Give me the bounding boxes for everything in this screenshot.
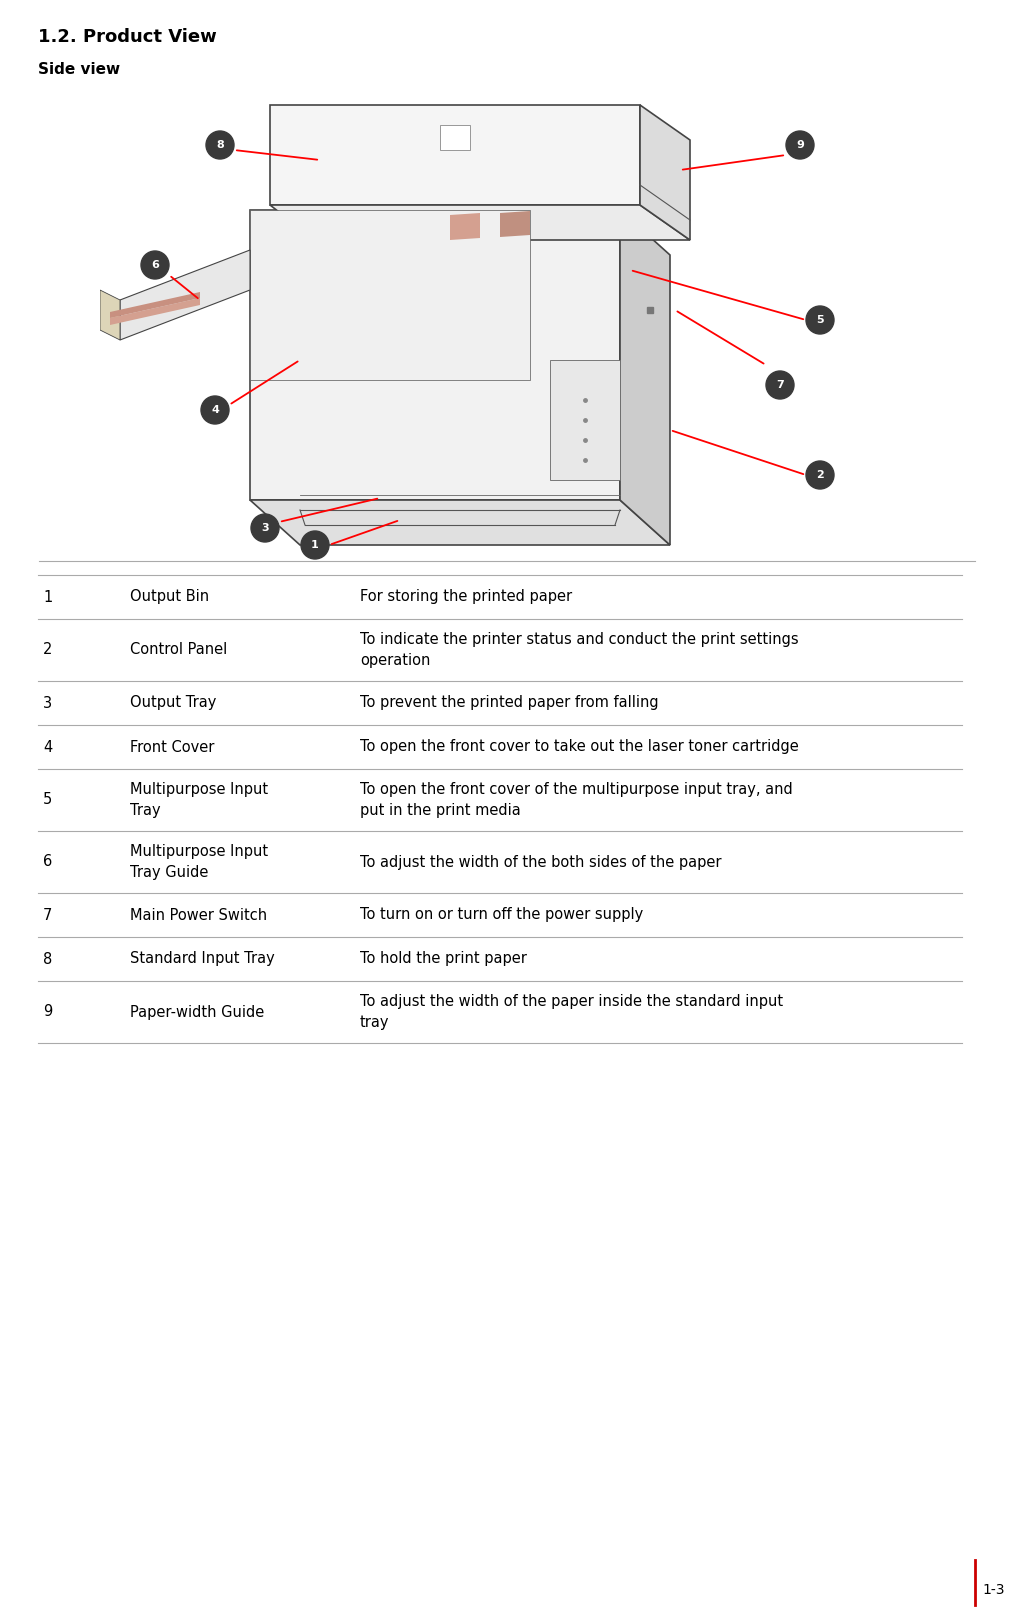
Text: To adjust the width of the both sides of the paper: To adjust the width of the both sides of… bbox=[360, 854, 722, 870]
Text: Paper-width Guide: Paper-width Guide bbox=[130, 1005, 265, 1020]
Text: To prevent the printed paper from falling: To prevent the printed paper from fallin… bbox=[360, 696, 659, 710]
Text: 5: 5 bbox=[43, 793, 53, 807]
Circle shape bbox=[141, 251, 169, 279]
Text: Side view: Side view bbox=[38, 61, 120, 77]
Text: 3: 3 bbox=[262, 524, 269, 533]
Text: To hold the print paper: To hold the print paper bbox=[360, 952, 527, 967]
Text: 7: 7 bbox=[776, 380, 784, 390]
Text: 6: 6 bbox=[43, 854, 53, 870]
Text: Control Panel: Control Panel bbox=[130, 643, 227, 657]
Circle shape bbox=[301, 532, 329, 559]
Text: Output Tray: Output Tray bbox=[130, 696, 216, 710]
Polygon shape bbox=[120, 250, 250, 340]
Polygon shape bbox=[640, 105, 690, 240]
Text: Multipurpose Input
Tray Guide: Multipurpose Input Tray Guide bbox=[130, 844, 268, 880]
Polygon shape bbox=[450, 213, 480, 240]
Text: 1-3: 1-3 bbox=[983, 1584, 1005, 1597]
Text: 8: 8 bbox=[43, 952, 53, 967]
Text: 8: 8 bbox=[216, 140, 224, 150]
Text: 5: 5 bbox=[816, 316, 823, 325]
Text: 4: 4 bbox=[43, 739, 53, 754]
Polygon shape bbox=[250, 499, 670, 545]
Text: 1.2. Product View: 1.2. Product View bbox=[38, 27, 217, 47]
Text: 4: 4 bbox=[211, 404, 219, 416]
Text: 7: 7 bbox=[43, 907, 53, 923]
Text: 6: 6 bbox=[151, 259, 159, 271]
Text: 9: 9 bbox=[796, 140, 804, 150]
Text: Output Bin: Output Bin bbox=[130, 590, 209, 604]
Text: 1: 1 bbox=[43, 590, 53, 604]
Polygon shape bbox=[270, 105, 640, 205]
Text: 2: 2 bbox=[43, 643, 53, 657]
Polygon shape bbox=[500, 211, 530, 237]
Text: 1: 1 bbox=[311, 540, 318, 549]
Polygon shape bbox=[110, 298, 200, 325]
Text: To open the front cover to take out the laser toner cartridge: To open the front cover to take out the … bbox=[360, 739, 799, 754]
Circle shape bbox=[806, 306, 834, 333]
Text: For storing the printed paper: For storing the printed paper bbox=[360, 590, 572, 604]
Circle shape bbox=[201, 396, 229, 424]
Text: 9: 9 bbox=[43, 1005, 53, 1020]
Text: To turn on or turn off the power supply: To turn on or turn off the power supply bbox=[360, 907, 643, 923]
Bar bbox=[440, 126, 470, 150]
Text: To open the front cover of the multipurpose input tray, and
put in the print med: To open the front cover of the multipurp… bbox=[360, 781, 793, 818]
Polygon shape bbox=[550, 359, 620, 480]
Circle shape bbox=[806, 461, 834, 490]
Text: 2: 2 bbox=[816, 470, 823, 480]
Text: Main Power Switch: Main Power Switch bbox=[130, 907, 267, 923]
Polygon shape bbox=[620, 209, 670, 545]
Polygon shape bbox=[270, 205, 690, 240]
Circle shape bbox=[206, 130, 234, 159]
Text: Multipurpose Input
Tray: Multipurpose Input Tray bbox=[130, 781, 268, 818]
Polygon shape bbox=[110, 292, 200, 317]
Circle shape bbox=[251, 514, 279, 541]
Text: Standard Input Tray: Standard Input Tray bbox=[130, 952, 275, 967]
Polygon shape bbox=[250, 209, 530, 380]
Circle shape bbox=[786, 130, 814, 159]
Polygon shape bbox=[250, 209, 620, 499]
Circle shape bbox=[766, 371, 794, 400]
Text: Front Cover: Front Cover bbox=[130, 739, 214, 754]
Text: To adjust the width of the paper inside the standard input
tray: To adjust the width of the paper inside … bbox=[360, 994, 783, 1029]
Text: 3: 3 bbox=[43, 696, 52, 710]
Polygon shape bbox=[100, 290, 120, 340]
Text: To indicate the printer status and conduct the print settings
operation: To indicate the printer status and condu… bbox=[360, 632, 799, 669]
